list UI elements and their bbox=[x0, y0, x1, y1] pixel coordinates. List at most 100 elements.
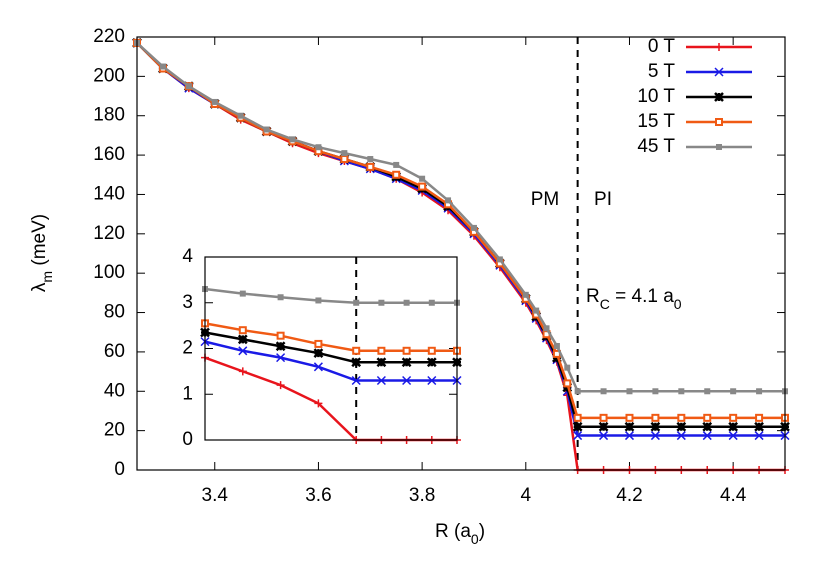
marker bbox=[573, 431, 583, 441]
marker bbox=[276, 331, 285, 340]
marker bbox=[238, 367, 247, 376]
marker bbox=[470, 224, 477, 231]
y-tick-label: 1 bbox=[182, 383, 193, 404]
marker bbox=[702, 431, 712, 441]
y-axis-label-part: λ bbox=[29, 282, 50, 292]
marker bbox=[728, 421, 739, 432]
x-tick-label: 4.2 bbox=[616, 485, 642, 506]
marker bbox=[445, 197, 452, 204]
marker bbox=[340, 155, 349, 164]
marker bbox=[239, 290, 246, 297]
marker bbox=[543, 325, 550, 332]
marker bbox=[402, 375, 412, 386]
marker bbox=[403, 299, 410, 306]
marker bbox=[276, 353, 286, 363]
y-tick-label: 60 bbox=[104, 341, 125, 362]
marker bbox=[599, 431, 609, 441]
marker bbox=[378, 299, 385, 306]
inset-background bbox=[205, 257, 457, 440]
annotation-part: C bbox=[600, 296, 610, 312]
x-tick-label: 4.4 bbox=[720, 485, 747, 506]
marker bbox=[289, 136, 296, 143]
marker bbox=[574, 388, 581, 395]
marker bbox=[600, 388, 607, 395]
marker bbox=[728, 431, 738, 441]
x-tick-label: 3.6 bbox=[305, 485, 331, 506]
marker bbox=[704, 388, 711, 395]
legend-marker bbox=[716, 144, 722, 150]
legend-marker bbox=[714, 67, 724, 77]
legend-label: 5 T bbox=[648, 61, 676, 82]
y-tick-label: 0 bbox=[114, 459, 125, 480]
y-tick-label: 4 bbox=[182, 246, 193, 267]
marker bbox=[624, 421, 635, 432]
marker bbox=[754, 431, 764, 441]
marker bbox=[522, 291, 529, 298]
y-tick-label: 80 bbox=[104, 302, 125, 323]
marker bbox=[598, 421, 609, 432]
marker bbox=[367, 156, 374, 163]
marker bbox=[676, 421, 687, 432]
marker bbox=[756, 388, 763, 395]
annotation-part: R bbox=[586, 286, 600, 307]
marker bbox=[263, 126, 270, 133]
marker bbox=[211, 98, 218, 105]
marker bbox=[702, 421, 713, 432]
marker bbox=[730, 388, 737, 395]
x-tick-label: 3.4 bbox=[202, 485, 229, 506]
marker bbox=[564, 364, 571, 371]
marker bbox=[651, 413, 660, 422]
y-tick-label: 40 bbox=[104, 380, 125, 401]
legend-label: 45 T bbox=[637, 136, 675, 157]
marker bbox=[376, 357, 387, 368]
y-tick-label: 200 bbox=[93, 65, 125, 86]
marker bbox=[496, 256, 503, 263]
legend-label: 15 T bbox=[637, 111, 675, 132]
marker bbox=[755, 413, 764, 422]
marker bbox=[314, 339, 323, 348]
marker bbox=[377, 346, 386, 355]
y-tick-label: 160 bbox=[93, 144, 125, 165]
marker bbox=[237, 334, 248, 345]
marker bbox=[238, 326, 247, 335]
marker bbox=[563, 379, 572, 388]
y-tick-label: 3 bbox=[182, 292, 193, 313]
marker bbox=[237, 112, 244, 119]
marker bbox=[315, 297, 322, 304]
y-tick-label: 220 bbox=[93, 26, 125, 47]
marker bbox=[401, 357, 412, 368]
marker bbox=[427, 375, 437, 386]
marker bbox=[275, 341, 286, 352]
marker bbox=[159, 63, 166, 70]
marker bbox=[419, 175, 426, 182]
annotation: PI bbox=[594, 189, 612, 210]
marker bbox=[185, 83, 192, 90]
marker bbox=[650, 431, 660, 441]
x-axis-label: R (a0) bbox=[435, 521, 485, 547]
marker bbox=[676, 431, 686, 441]
marker bbox=[238, 346, 248, 356]
plot-frame bbox=[204, 256, 458, 441]
marker bbox=[392, 170, 401, 179]
y-tick-label: 140 bbox=[93, 183, 125, 204]
marker bbox=[599, 413, 608, 422]
marker bbox=[351, 375, 361, 386]
x-tick-label: 4 bbox=[521, 485, 532, 506]
legend-label: 0 T bbox=[648, 36, 676, 57]
x-axis-label-part: a bbox=[460, 521, 471, 542]
marker bbox=[650, 421, 661, 432]
marker bbox=[418, 182, 427, 191]
marker bbox=[678, 388, 685, 395]
marker bbox=[351, 357, 362, 368]
legend-label: 10 T bbox=[637, 86, 675, 107]
y-tick-label: 180 bbox=[93, 105, 125, 126]
y-axis-label-part: (meV) bbox=[29, 214, 50, 271]
x-axis-label-part: 0 bbox=[471, 531, 479, 547]
marker bbox=[677, 413, 686, 422]
marker bbox=[626, 388, 633, 395]
marker bbox=[402, 346, 411, 355]
annotation-part: 0 bbox=[674, 296, 682, 312]
marker bbox=[652, 388, 659, 395]
plot-frame bbox=[136, 36, 786, 471]
marker bbox=[572, 421, 583, 432]
